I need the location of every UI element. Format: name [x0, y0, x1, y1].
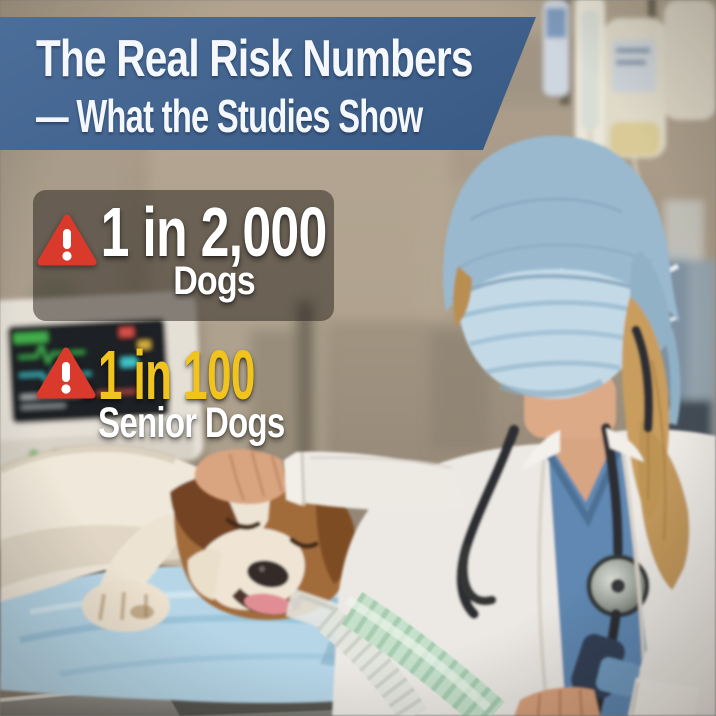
- title-banner: The Real Risk Numbers — What the Studies…: [0, 17, 536, 150]
- warning-triangle-icon: [36, 347, 96, 399]
- stat-value-dogs: 1 in 2,000: [101, 193, 328, 271]
- stat-label-dogs: Dogs: [173, 259, 255, 303]
- title-line-1: The Real Risk Numbers: [36, 30, 473, 88]
- stat-senior-dogs: 1 in 100 Senior Dogs: [36, 340, 356, 445]
- warning-triangle-icon: [37, 214, 97, 266]
- stat-label-senior-dogs: Senior Dogs: [98, 399, 285, 447]
- title-line-2: — What the Studies Show: [36, 90, 423, 142]
- stat-value-senior-dogs: 1 in 100: [98, 336, 255, 414]
- stat-card-dogs: 1 in 2,000 Dogs: [33, 190, 334, 321]
